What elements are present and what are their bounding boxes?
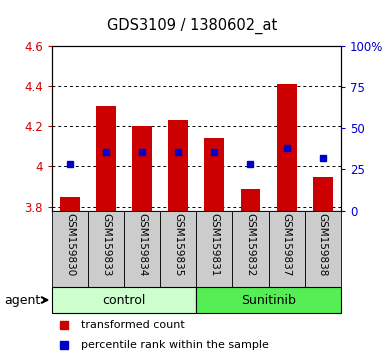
Text: Sunitinib: Sunitinib (241, 293, 296, 307)
Text: percentile rank within the sample: percentile rank within the sample (81, 340, 269, 350)
Bar (96, 106, 116, 211)
Bar (160, 211, 196, 287)
Text: GSM159832: GSM159832 (246, 213, 256, 276)
Bar (305, 211, 341, 287)
Bar (124, 211, 160, 287)
Text: GSM159838: GSM159838 (318, 213, 328, 276)
Bar (88, 211, 124, 287)
Text: transformed count: transformed count (81, 320, 184, 330)
Bar (269, 211, 305, 287)
Bar (168, 120, 188, 211)
Bar (60, 196, 80, 211)
Bar (52, 287, 196, 313)
Text: control: control (102, 293, 146, 307)
Text: GSM159834: GSM159834 (137, 213, 147, 276)
Text: GDS3109 / 1380602_at: GDS3109 / 1380602_at (107, 18, 278, 34)
Bar (196, 287, 341, 313)
Text: GSM159835: GSM159835 (173, 213, 183, 276)
Text: GSM159833: GSM159833 (101, 213, 111, 276)
Text: GSM159831: GSM159831 (209, 213, 219, 276)
Bar (52, 211, 88, 287)
Text: agent: agent (4, 293, 40, 307)
Bar (196, 211, 233, 287)
Text: GSM159837: GSM159837 (281, 213, 291, 276)
Bar (233, 211, 269, 287)
Bar (132, 126, 152, 211)
Bar (241, 189, 260, 211)
Text: GSM159830: GSM159830 (65, 213, 75, 276)
Bar (277, 84, 296, 211)
Bar (313, 177, 333, 211)
Bar (204, 138, 224, 211)
